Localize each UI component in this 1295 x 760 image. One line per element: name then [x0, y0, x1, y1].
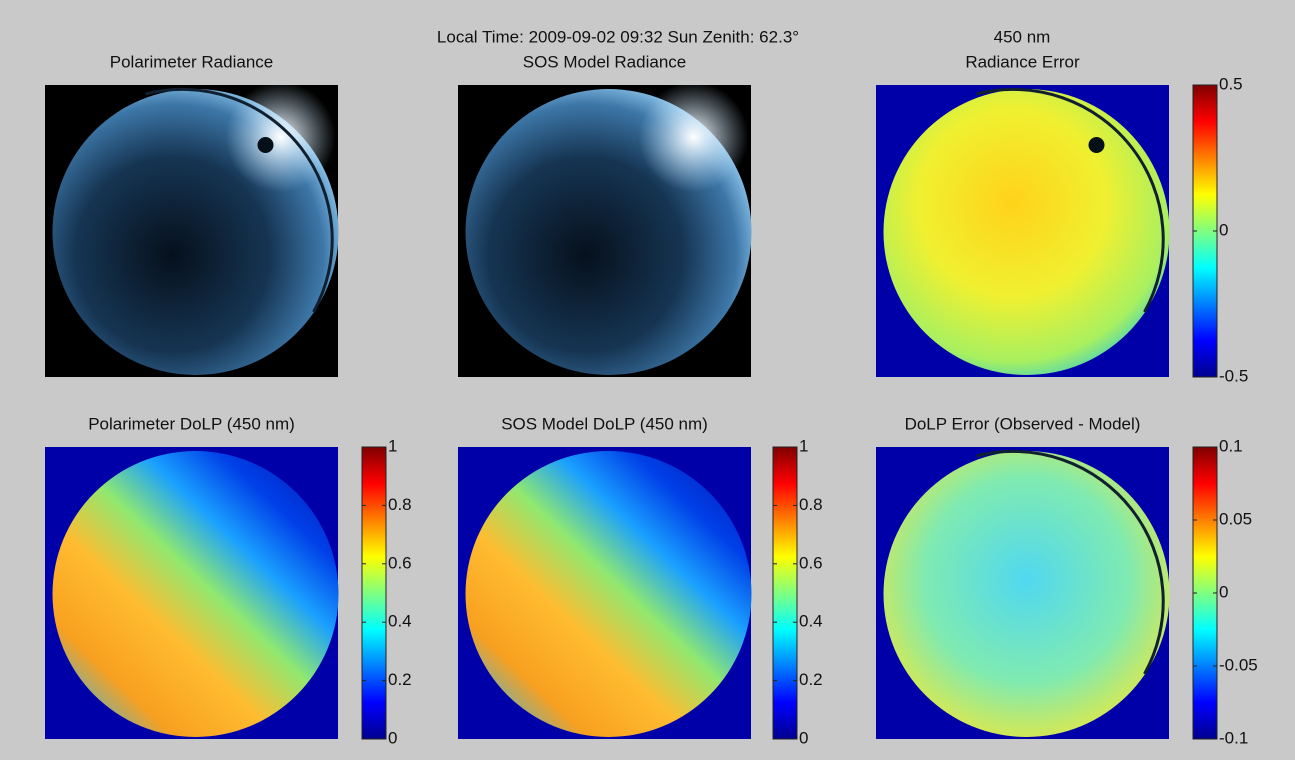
panel-title: Polarimeter DoLP (450 nm)	[88, 414, 295, 433]
sun-occluder	[1088, 137, 1105, 153]
shadow-band	[976, 87, 1165, 313]
panel-title: DoLP Error (Observed - Model)	[905, 414, 1141, 433]
colorbar-tick-label: -0.05	[1219, 655, 1258, 674]
colorbar-tick-label: 0.8	[388, 495, 412, 514]
colorbar-tick-label: 1	[799, 436, 808, 455]
sky-image	[883, 451, 1170, 737]
shadow-band	[145, 87, 334, 313]
colorbar-tick-label: 0.4	[799, 612, 823, 631]
panel-title: Polarimeter Radiance	[110, 52, 273, 71]
panel-title: SOS Model DoLP (450 nm)	[501, 414, 708, 433]
header-time: Local Time: 2009-09-02 09:32 Sun Zenith:…	[437, 27, 799, 46]
shadow-band	[976, 449, 1165, 675]
sun-glow	[225, 82, 336, 192]
colorbar-tick-label: 0.5	[1219, 74, 1243, 93]
panel-title: Radiance Error	[965, 52, 1080, 71]
sky-image	[52, 451, 339, 737]
sky-image	[465, 451, 752, 737]
colorbar-tick-label: 0.6	[799, 553, 823, 572]
colorbar-tick-label: 0.8	[799, 495, 823, 514]
colorbar	[361, 446, 387, 740]
colorbar-tick-label: -0.5	[1219, 366, 1248, 385]
colorbar-tick-label: 0.4	[388, 612, 412, 631]
colorbar-tick-label: 0	[1219, 220, 1228, 239]
colorbar-tick-label: 0.1	[1219, 436, 1243, 455]
colorbar-tick-label: 0	[1219, 582, 1228, 601]
colorbar-tick-label: 0	[799, 728, 808, 747]
colorbar-tick-label: 0.05	[1219, 509, 1252, 528]
colorbar-tick-label: 0	[388, 728, 397, 747]
colorbar	[772, 446, 798, 740]
sky-image	[883, 89, 1170, 375]
colorbar-tick-label: 1	[388, 436, 397, 455]
colorbar-tick-label: -0.1	[1219, 728, 1248, 747]
colorbar-tick-label: 0.2	[388, 670, 412, 689]
colorbar-tick-label: 0.2	[799, 670, 823, 689]
header-wavelength: 450 nm	[994, 27, 1051, 46]
sun-glow	[638, 82, 749, 192]
sun-occluder	[257, 137, 274, 153]
colorbar-tick-label: 0.6	[388, 553, 412, 572]
panel-title: SOS Model Radiance	[523, 52, 686, 71]
